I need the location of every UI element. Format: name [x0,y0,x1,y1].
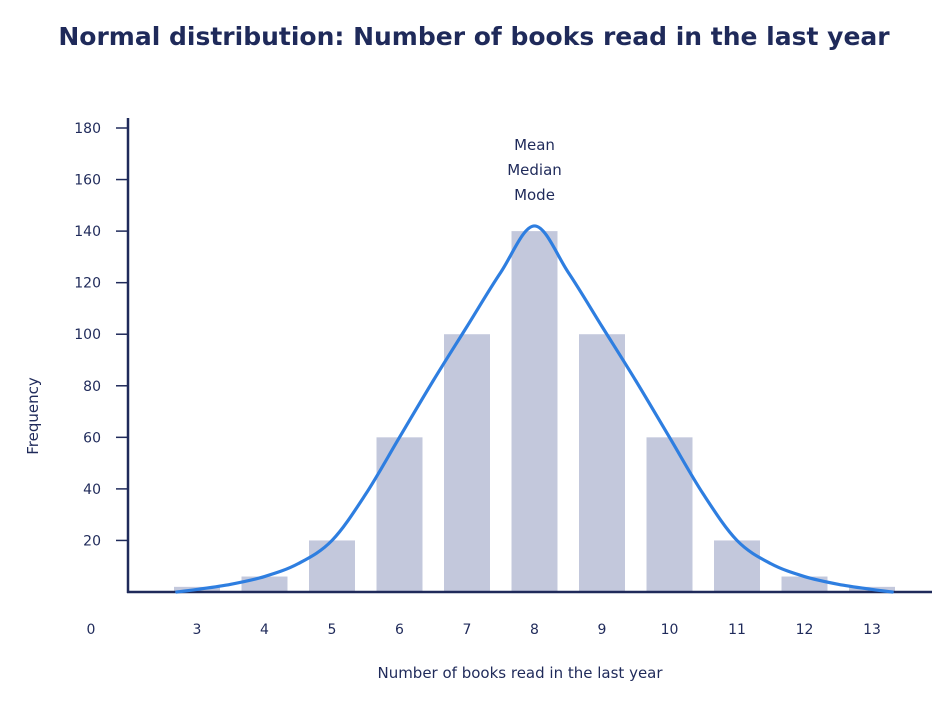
y-tick-label-60: 60 [83,430,101,446]
bar-6 [376,437,423,592]
x-tick-label-3: 3 [193,622,202,638]
x-tick-label-6: 6 [395,622,404,638]
bar-9 [579,334,625,592]
x-tick-label-5: 5 [328,622,337,638]
x-tick-label-12: 12 [796,622,814,638]
y-tick-label-80: 80 [83,379,101,395]
x-tick-label-11: 11 [728,622,746,638]
y-tick-label-140: 140 [74,224,101,240]
annotation-mode: Mode [514,186,555,204]
y-tick-label-20: 20 [83,533,101,549]
x-tick-label-13: 13 [863,622,881,638]
distribution-curve [175,224,894,594]
x-tick-label-4: 4 [260,622,269,638]
y-tick-label-120: 120 [74,276,101,292]
x-tick-label-8: 8 [530,622,539,638]
bar-10 [646,437,693,592]
bar-11 [714,540,760,592]
y-tick-label-40: 40 [83,482,101,498]
x-origin-label: 0 [87,622,96,638]
x-axis-label: Number of books read in the last year [377,664,663,682]
y-tick-label-180: 180 [74,121,101,137]
bar-5 [309,540,355,592]
chart-title: Normal distribution: Number of books rea… [58,22,890,51]
bar-7 [444,334,490,592]
annotation-median: Median [507,161,562,179]
y-tick-label-160: 160 [74,173,101,189]
x-tick-label-10: 10 [661,622,679,638]
annotation-mean: Mean [514,136,555,154]
x-tick-label-9: 9 [598,622,607,638]
y-tick-label-100: 100 [74,327,101,343]
bar-8 [511,231,558,592]
bar-12 [781,576,828,592]
x-tick-label-7: 7 [463,622,472,638]
bar-4 [241,576,288,592]
